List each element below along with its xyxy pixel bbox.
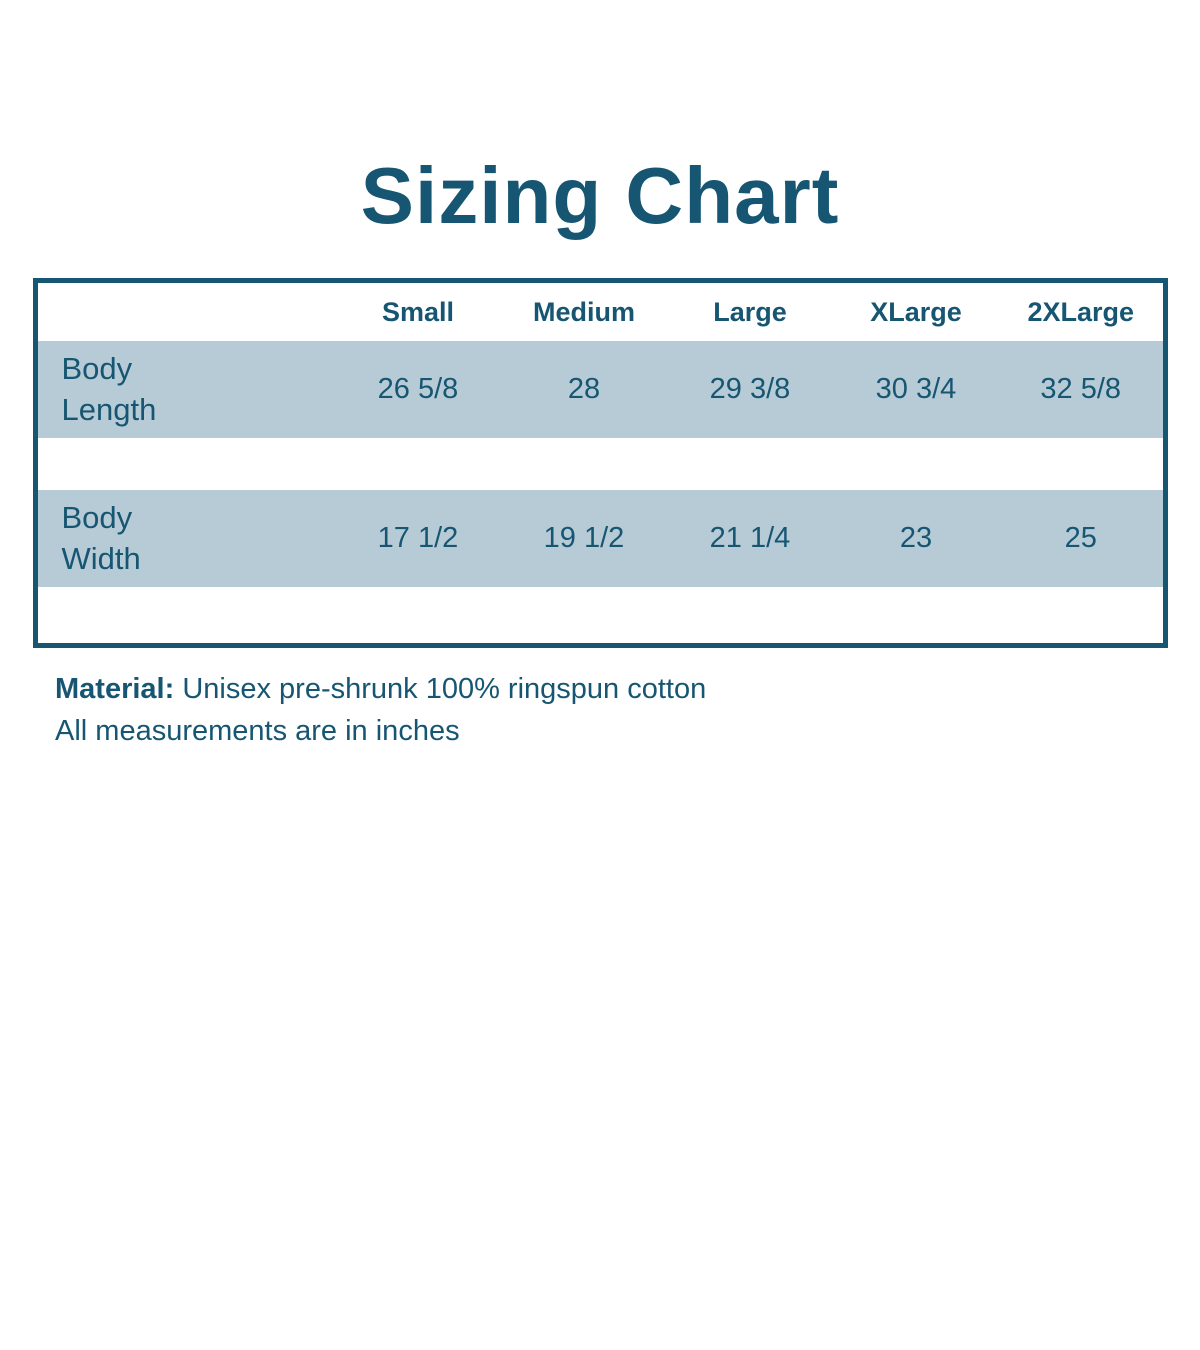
spacer-row [35, 438, 1165, 490]
value-cell: 30 3/4 [833, 341, 999, 438]
row-label: Body Length [61, 351, 157, 427]
value-cell: 23 [833, 490, 999, 587]
header-empty-cell [35, 280, 335, 341]
table-row-body-length: Body Length 26 5/8 28 29 3/8 30 3/4 32 5… [35, 341, 1165, 438]
measurements-note: All measurements are in inches [55, 715, 460, 748]
material-label: Material: [55, 673, 175, 705]
row-label: Body Width [61, 500, 141, 576]
column-header-large: Large [667, 280, 833, 341]
notes: Material: Unisex pre-shrunk 100% ringspu… [55, 668, 1200, 752]
value-cell: 28 [501, 341, 667, 438]
page-title: Sizing Chart [360, 151, 840, 240]
table-header-row: Small Medium Large XLarge 2XLarge [35, 280, 1165, 341]
column-header-2xlarge: 2XLarge [999, 280, 1165, 341]
value-cell: 25 [999, 490, 1165, 587]
material-value: Unisex pre-shrunk 100% ringspun cotton [182, 673, 707, 705]
row-label-cell: Body Length [35, 341, 335, 438]
column-header-xlarge: XLarge [833, 280, 999, 341]
value-cell: 26 5/8 [335, 341, 501, 438]
material-line: Material: Unisex pre-shrunk 100% ringspu… [55, 673, 706, 705]
value-cell: 17 1/2 [335, 490, 501, 587]
value-cell: 19 1/2 [501, 490, 667, 587]
row-label-cell: Body Width [35, 490, 335, 587]
sizing-table: Small Medium Large XLarge 2XLarge Body L… [32, 278, 1168, 648]
spacer-row [35, 587, 1165, 646]
table-row-body-width: Body Width 17 1/2 19 1/2 21 1/4 23 25 [35, 490, 1165, 587]
value-cell: 21 1/4 [667, 490, 833, 587]
value-cell: 32 5/8 [999, 341, 1165, 438]
column-header-small: Small [335, 280, 501, 341]
value-cell: 29 3/8 [667, 341, 833, 438]
column-header-medium: Medium [501, 280, 667, 341]
